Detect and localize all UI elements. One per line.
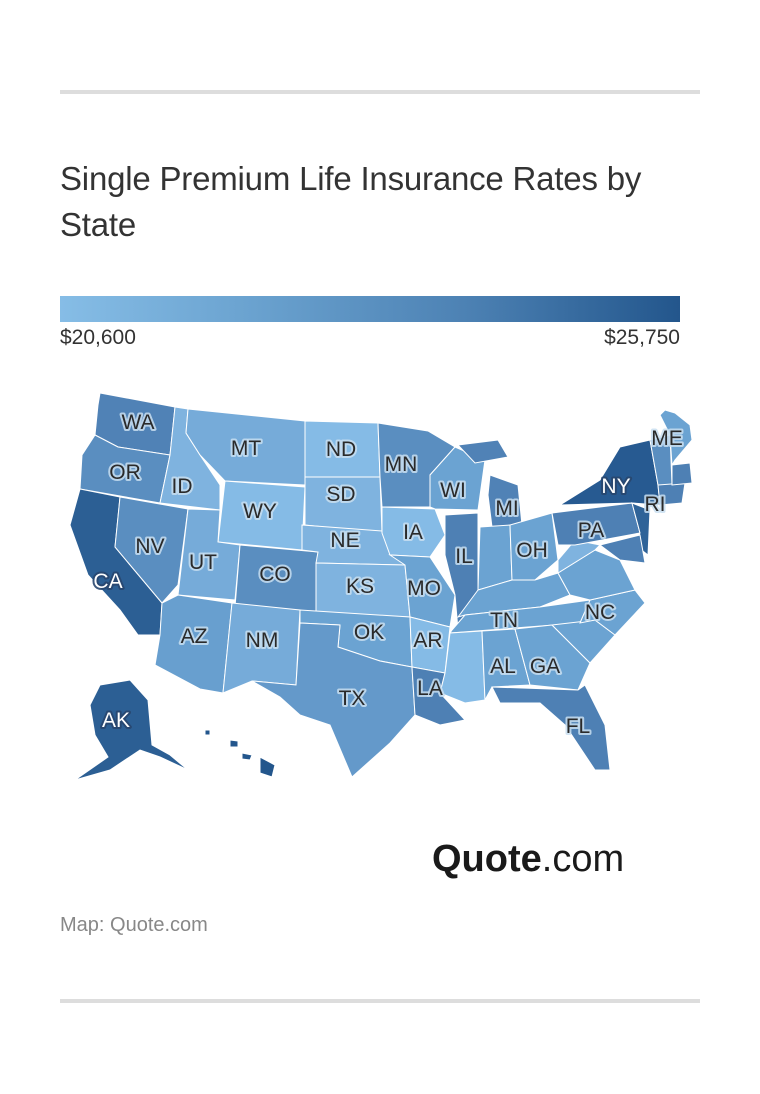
label-MN: MN — [385, 453, 418, 476]
logo-bold-text: Quote — [432, 838, 542, 880]
label-KS: KS — [346, 575, 374, 598]
label-CO: CO — [259, 563, 291, 586]
top-divider — [60, 90, 700, 94]
state-PA[interactable] — [551, 502, 641, 546]
quote-com-logo: Quote.com — [432, 838, 624, 881]
label-MO: MO — [407, 577, 441, 600]
label-TX: TX — [339, 687, 366, 710]
state-ME[interactable] — [659, 409, 693, 467]
label-ME: ME — [651, 427, 683, 450]
logo-light-text: .com — [541, 838, 625, 880]
label-AR: AR — [413, 629, 442, 652]
map-source-credit: Map: Quote.com — [60, 914, 208, 936]
label-CA: CA — [93, 570, 122, 593]
label-NM: NM — [246, 629, 279, 652]
label-NE: NE — [330, 529, 359, 552]
label-TN: TN — [490, 609, 518, 632]
label-AZ: AZ — [181, 625, 208, 648]
legend-max-label: $25,750 — [604, 326, 680, 349]
state-NV[interactable] — [114, 496, 189, 604]
label-OR: OR — [109, 461, 141, 484]
label-SD: SD — [326, 483, 355, 506]
state-TX[interactable] — [251, 622, 416, 778]
state-GA[interactable] — [514, 624, 591, 691]
label-OH: OH — [516, 539, 548, 562]
label-NC: NC — [585, 601, 615, 624]
label-UT: UT — [189, 551, 217, 574]
state-MD[interactable] — [598, 534, 646, 564]
label-IA: IA — [403, 521, 423, 544]
label-LA: LA — [417, 677, 443, 700]
state-WI[interactable] — [429, 446, 486, 511]
label-OK: OK — [354, 621, 384, 644]
label-NY: NY — [601, 475, 630, 498]
state-HI[interactable] — [204, 729, 276, 778]
state-AL[interactable] — [481, 628, 531, 702]
label-FL: FL — [566, 715, 591, 738]
label-IL: IL — [455, 545, 473, 568]
state-FL[interactable] — [491, 684, 611, 771]
label-NV: NV — [135, 535, 164, 558]
state-RI[interactable] — [671, 462, 693, 486]
state-IN[interactable] — [477, 524, 513, 591]
label-AL: AL — [490, 655, 516, 678]
us-choropleth-map: WA OR CA ID NV MT WY UT CO AZ NM ND SD N… — [60, 385, 700, 795]
label-GA: GA — [530, 655, 560, 678]
label-ID: ID — [172, 475, 193, 498]
label-WY: WY — [243, 500, 277, 523]
color-scale-legend — [60, 296, 680, 322]
label-MI: MI — [495, 497, 518, 520]
state-AK[interactable] — [74, 679, 189, 781]
legend-min-label: $20,600 — [60, 326, 136, 349]
label-PA: PA — [578, 519, 604, 542]
label-WA: WA — [121, 411, 154, 434]
label-MT: MT — [231, 437, 261, 460]
label-ND: ND — [326, 438, 356, 461]
label-RI: RI — [645, 493, 666, 516]
state-OH[interactable] — [509, 512, 559, 581]
bottom-divider — [60, 999, 700, 1003]
label-AK: AK — [102, 709, 130, 732]
label-WI: WI — [440, 479, 466, 502]
chart-title: Single Premium Life Insurance Rates by S… — [60, 160, 642, 243]
